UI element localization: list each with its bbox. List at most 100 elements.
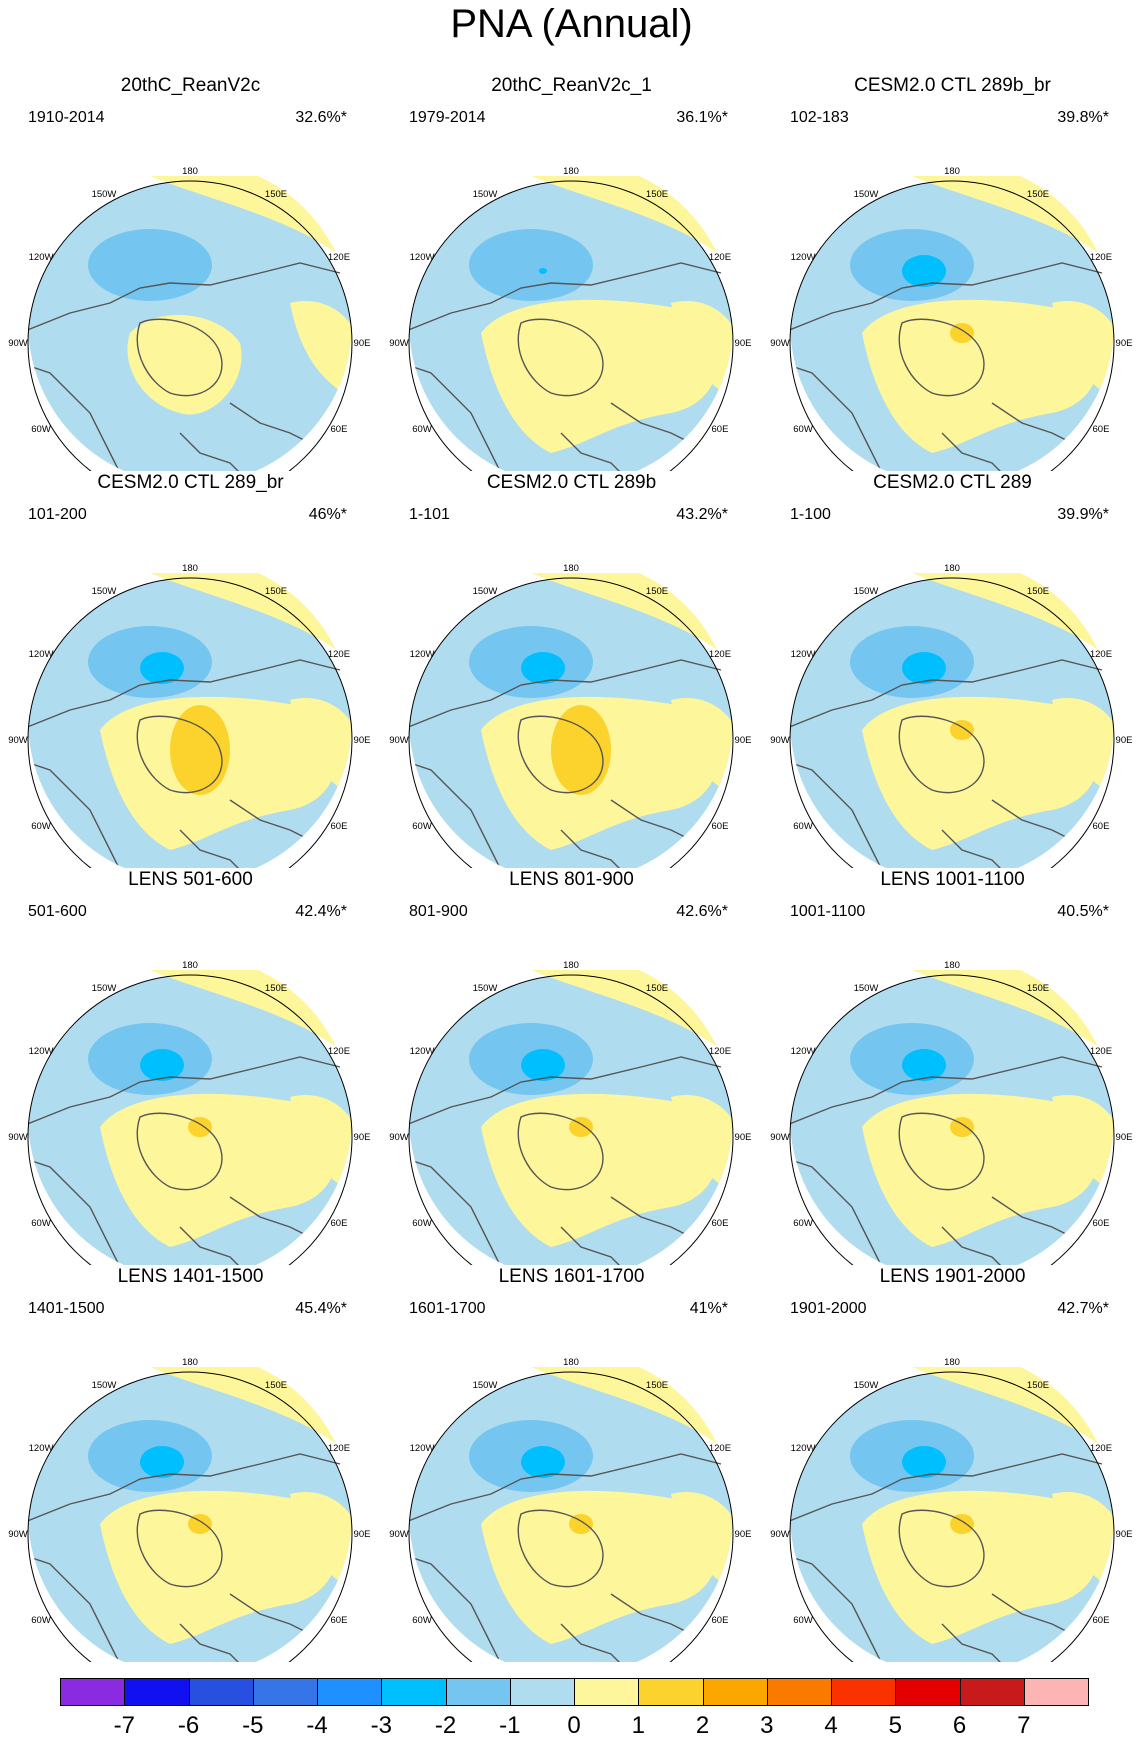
longitude-label: 90E: [354, 1529, 371, 1540]
positive-region: [481, 1490, 718, 1644]
longitude-label: 90W: [8, 338, 28, 349]
colorbar-label: 4: [824, 1712, 838, 1739]
negative-core: [521, 1446, 565, 1478]
map-fill: [28, 573, 352, 868]
longitude-label: 120W: [410, 1046, 435, 1057]
panel-period: 1601-1700: [409, 1300, 486, 1317]
longitude-label: 150E: [265, 1380, 287, 1391]
positive-region: [671, 698, 733, 800]
longitude-label: 150W: [473, 586, 498, 597]
map-border: [27, 577, 353, 868]
longitude-label: 60W: [412, 424, 432, 435]
longitude-label: 60E: [331, 1218, 348, 1229]
longitude-label: 120E: [709, 649, 731, 660]
longitude-label: 90W: [389, 338, 409, 349]
panel-period: 801-900: [409, 903, 468, 920]
longitude-label: 180: [944, 1357, 960, 1368]
longitude-label: 60W: [31, 1615, 51, 1626]
map-fill: [28, 970, 352, 1265]
map-fill: [28, 176, 352, 471]
longitude-label: 60W: [412, 1615, 432, 1626]
longitude-label: 180: [182, 960, 198, 971]
colorbar-swatch: [766, 1678, 832, 1706]
map-fill: [790, 970, 1114, 1265]
negative-center: [88, 229, 212, 301]
longitude-label: 60W: [793, 424, 813, 435]
positive-core: [950, 1117, 974, 1137]
longitude-label: 150W: [92, 1380, 117, 1391]
positive-region: [1052, 301, 1114, 403]
longitude-label: 60E: [712, 424, 729, 435]
colorbar-swatch: [252, 1678, 318, 1706]
colorbar-swatch: [895, 1678, 961, 1706]
polar-map: 180150E120E90E60E30E030W60W90W120W150W: [389, 166, 751, 471]
panel-title: 20thC_ReanV2c_1: [491, 75, 652, 96]
map-border: [789, 180, 1115, 471]
longitude-label: 90E: [354, 338, 371, 349]
coastline: [790, 262, 1113, 471]
panel-title: LENS 1901-2000: [879, 1266, 1026, 1287]
longitude-label: 150E: [1027, 1380, 1049, 1391]
longitude-label: 90E: [735, 1132, 752, 1143]
longitude-label: 60W: [31, 821, 51, 832]
positive-region: [481, 299, 718, 453]
coastline: [28, 262, 351, 471]
longitude-label: 150W: [854, 586, 879, 597]
panel-title: LENS 501-600: [128, 869, 253, 890]
colorbar-swatch: [574, 1678, 640, 1706]
panel-period: 101-200: [28, 506, 87, 523]
longitude-label: 120W: [29, 1046, 54, 1057]
longitude-label: 180: [182, 166, 198, 177]
colorbar: [60, 1678, 1089, 1708]
map-border: [27, 180, 353, 471]
panel-variance: 41%*: [689, 1300, 728, 1317]
map-fill: [409, 573, 733, 868]
map-border: [789, 974, 1115, 1265]
negative-core: [539, 268, 547, 274]
longitude-label: 180: [563, 960, 579, 971]
longitude-label: 120W: [29, 252, 54, 263]
longitude-label: 60W: [31, 424, 51, 435]
colorbar-label: 1: [631, 1712, 645, 1739]
longitude-label: 120W: [791, 649, 816, 660]
colorbar-swatch: [638, 1678, 704, 1706]
colorbar-labels: -7 -6 -5 -4 -3 -2 -1 0 1 2 3 4 5 6 7: [0, 1712, 1143, 1739]
positive-core: [188, 1117, 212, 1137]
longitude-label: 90W: [770, 735, 790, 746]
longitude-label: 60E: [1093, 1218, 1110, 1229]
polar-map: 180150E120E90E60E30E030W60W90W120W150W: [8, 563, 370, 868]
coastline: [409, 1453, 732, 1662]
coastline: [790, 1056, 1113, 1265]
longitude-label: 90E: [1116, 338, 1133, 349]
colorbar-label: -5: [242, 1712, 264, 1739]
longitude-label: 150W: [473, 1380, 498, 1391]
positive-core: [950, 323, 974, 343]
colorbar-label: 5: [888, 1712, 902, 1739]
map-panel: LENS 1601-1700 1601-1700 41%* 180 150E 120E 90…: [381, 1266, 762, 1662]
positive-region: [290, 1095, 352, 1197]
longitude-label: 90E: [735, 735, 752, 746]
polar-map: 180150E120E90E60E30E030W60W90W120W150W: [8, 960, 370, 1265]
longitude-label: 180: [563, 563, 579, 574]
polar-map: 180150E120E90E60E30E030W60W90W120W150W: [770, 563, 1132, 868]
panel-title: CESM2.0 CTL 289: [873, 472, 1032, 493]
colorbar-label: -4: [306, 1712, 328, 1739]
map-panel: LENS 1901-2000 1901-2000 42.7%* 180 150E 120E…: [762, 1266, 1143, 1662]
panel-title: CESM2.0 CTL 289b: [486, 472, 657, 493]
longitude-label: 60E: [1093, 424, 1110, 435]
map-panel: CESM2.0 CTL 289_br 101-200 46%* 180 150E 120E…: [0, 472, 381, 868]
map-panel: LENS 1401-1500 1401-1500 45.4%* 180 150E 120E…: [0, 1266, 381, 1662]
positive-region: [290, 301, 352, 403]
longitude-label: 150E: [646, 1380, 668, 1391]
positive-region: [290, 698, 352, 800]
longitude-label: 180: [563, 1357, 579, 1368]
longitude-label: 150E: [265, 586, 287, 597]
polar-map: 180150E120E90E60E30E030W60W90W120W150W: [770, 166, 1133, 471]
longitude-label: 120E: [709, 252, 731, 263]
map-border: [27, 974, 353, 1265]
positive-region: [862, 1490, 1099, 1644]
positive-core: [569, 1514, 593, 1534]
colorbar-label: 6: [952, 1712, 967, 1739]
longitude-label: 150W: [92, 983, 117, 994]
panel-period: 102-183: [790, 109, 849, 126]
